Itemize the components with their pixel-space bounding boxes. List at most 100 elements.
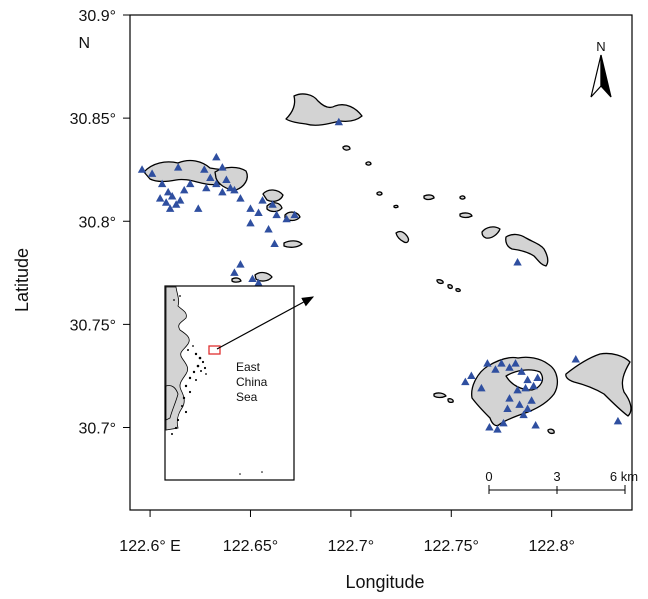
north-arrow-right-half: [600, 54, 612, 98]
islet-8: [395, 230, 410, 244]
inset-frame: [164, 285, 295, 481]
observation-marker: [485, 423, 494, 431]
locator-arrow: [216, 296, 315, 350]
observation-marker: [236, 260, 245, 268]
scale-label-0: 0: [485, 469, 492, 484]
observation-marker: [254, 278, 263, 287]
y-tick-label: 30.8°: [78, 214, 116, 231]
observation-marker: [531, 420, 540, 429]
islet-2: [365, 161, 372, 166]
y-axis: 30.7° 30.75° 30.8° 30.85° 30.9°: [70, 8, 130, 438]
inset-islands: [171, 295, 263, 475]
y-tick-label: 30.85°: [70, 111, 116, 128]
observation-markers: [137, 117, 623, 433]
islet-10: [436, 279, 444, 285]
observation-marker: [511, 359, 520, 367]
inset-study-area-highlight: [208, 345, 221, 355]
observation-marker: [212, 179, 221, 188]
x-tick-label: 122.75°: [424, 538, 479, 555]
islet-9: [481, 226, 501, 239]
observation-marker: [200, 165, 209, 173]
observation-marker: [270, 239, 279, 247]
observation-marker: [173, 163, 183, 171]
island-east-north: [505, 233, 549, 267]
observation-marker: [517, 367, 526, 375]
observation-marker: [230, 185, 239, 194]
observation-marker: [264, 225, 273, 233]
x-axis-title: Longitude: [345, 572, 424, 592]
observation-marker: [268, 200, 277, 208]
observation-marker: [527, 396, 536, 404]
north-label: N: [596, 39, 605, 54]
observation-marker: [236, 194, 245, 202]
observation-marker: [248, 274, 257, 282]
scale-label-6km: 6 km: [610, 469, 638, 484]
observation-marker: [202, 183, 211, 192]
observation-marker: [477, 383, 486, 392]
islet-3: [376, 191, 383, 196]
observation-marker: [493, 425, 502, 433]
islet-14: [447, 398, 454, 404]
observation-marker: [515, 400, 524, 408]
north-arrow: N: [590, 39, 612, 98]
observation-marker: [222, 175, 231, 183]
observation-marker: [533, 373, 542, 381]
observation-marker: [513, 258, 522, 266]
islet-11: [447, 284, 453, 290]
observation-marker: [194, 204, 203, 212]
observation-marker: [499, 418, 508, 427]
observation-marker: [246, 204, 255, 212]
observation-marker: [218, 187, 227, 196]
observation-marker: [483, 359, 492, 367]
islet-west-1: [262, 189, 284, 202]
observation-marker: [529, 381, 538, 390]
islet-1: [342, 145, 351, 151]
observation-marker: [513, 385, 522, 394]
observation-marker: [186, 179, 195, 188]
observation-marker: [503, 404, 512, 412]
observation-marker: [461, 377, 470, 386]
y-tick-label: 30.75°: [70, 317, 116, 334]
observation-marker: [505, 394, 514, 402]
observation-marker: [467, 371, 476, 379]
islet-7: [459, 212, 473, 219]
observation-marker: [155, 194, 165, 202]
observation-marker: [571, 354, 580, 363]
islet-west-6: [231, 277, 242, 283]
islet-6: [459, 195, 466, 200]
observation-marker: [505, 363, 514, 371]
observation-marker: [147, 169, 157, 177]
observation-marker: [497, 359, 506, 367]
observation-marker: [176, 196, 185, 204]
observation-marker: [613, 416, 623, 425]
y-axis-top-suffix: N: [78, 35, 90, 52]
observation-marker: [161, 198, 171, 206]
observation-marker: [523, 375, 532, 384]
islet-5: [423, 194, 435, 201]
islet-15: [547, 428, 555, 435]
island-west-east-lobe: [214, 166, 248, 191]
observation-marker: [206, 173, 215, 181]
islet-12: [455, 288, 461, 293]
y-axis-title: Latitude: [12, 248, 32, 312]
observation-marker: [180, 185, 189, 194]
observation-marker: [272, 210, 281, 219]
y-tick-label: 30.7°: [78, 421, 116, 438]
observation-marker: [230, 268, 239, 276]
x-tick-label: 122.7°: [328, 538, 374, 555]
observation-marker: [521, 383, 530, 392]
observation-marker: [282, 214, 291, 223]
y-tick-label: 30.9°: [78, 8, 116, 25]
inset-mainland-lower: [165, 385, 179, 421]
observation-marker: [157, 179, 167, 188]
observation-marker: [491, 365, 500, 373]
observation-marker: [212, 152, 221, 161]
observation-marker: [290, 210, 299, 219]
observation-marker: [165, 204, 175, 212]
x-tick-label: 122.6° E: [119, 538, 181, 555]
observation-marker: [523, 404, 532, 412]
islet-13: [433, 392, 447, 399]
islet-4: [393, 204, 399, 209]
observation-marker: [137, 165, 147, 173]
